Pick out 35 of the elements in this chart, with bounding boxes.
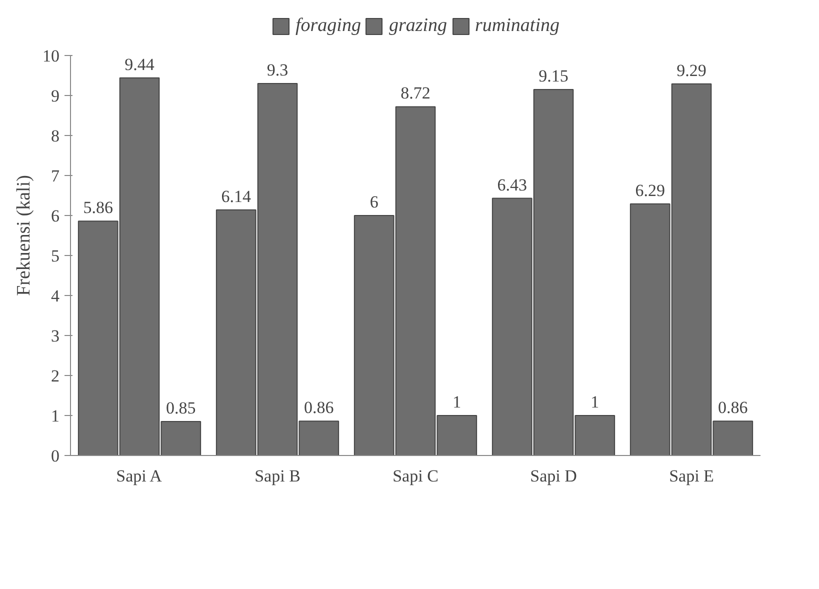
data-label: 6: [370, 192, 378, 212]
y-tick-label: 3: [51, 326, 60, 346]
x-tick-label: Sapi E: [669, 466, 714, 486]
data-label: 9.3: [266, 60, 288, 80]
x-tick-label: Sapi A: [116, 466, 163, 486]
data-label: 9.15: [538, 66, 568, 86]
data-label: 5.86: [83, 198, 113, 218]
data-label: 0.86: [304, 398, 334, 418]
legend-label: ruminating: [475, 15, 560, 37]
legend-label: foraging: [296, 15, 361, 37]
x-tick-label: Sapi D: [530, 466, 577, 486]
data-label: 8.72: [400, 84, 430, 103]
data-label: 0.85: [166, 398, 196, 418]
data-label: 6.29: [635, 180, 665, 200]
y-tick-label: 5: [51, 246, 60, 266]
x-tick-label: Sapi C: [392, 466, 438, 486]
data-label: 1: [452, 392, 462, 412]
data-label: 6.43: [497, 175, 527, 194]
y-tick-label: 6: [51, 206, 60, 226]
legend-label: grazing: [388, 15, 448, 37]
y-tick-label: 9: [51, 86, 60, 106]
y-tick-label: 8: [51, 126, 60, 146]
data-label: 0.86: [718, 398, 748, 418]
y-tick-label: 1: [51, 406, 60, 426]
y-tick-label: 2: [51, 366, 60, 386]
data-label: 9.29: [676, 60, 706, 80]
y-tick-label: 7: [51, 166, 60, 186]
y-tick-label: 0: [51, 446, 60, 466]
y-tick-label: 4: [51, 286, 60, 306]
data-label: 1: [590, 392, 600, 412]
data-label: 6.14: [221, 186, 252, 206]
y-axis-title: Frekuensi (kali): [14, 175, 34, 296]
data-label: 9.44: [124, 54, 155, 74]
x-tick-label: Sapi B: [254, 466, 300, 486]
y-tick-label: 10: [42, 46, 60, 66]
